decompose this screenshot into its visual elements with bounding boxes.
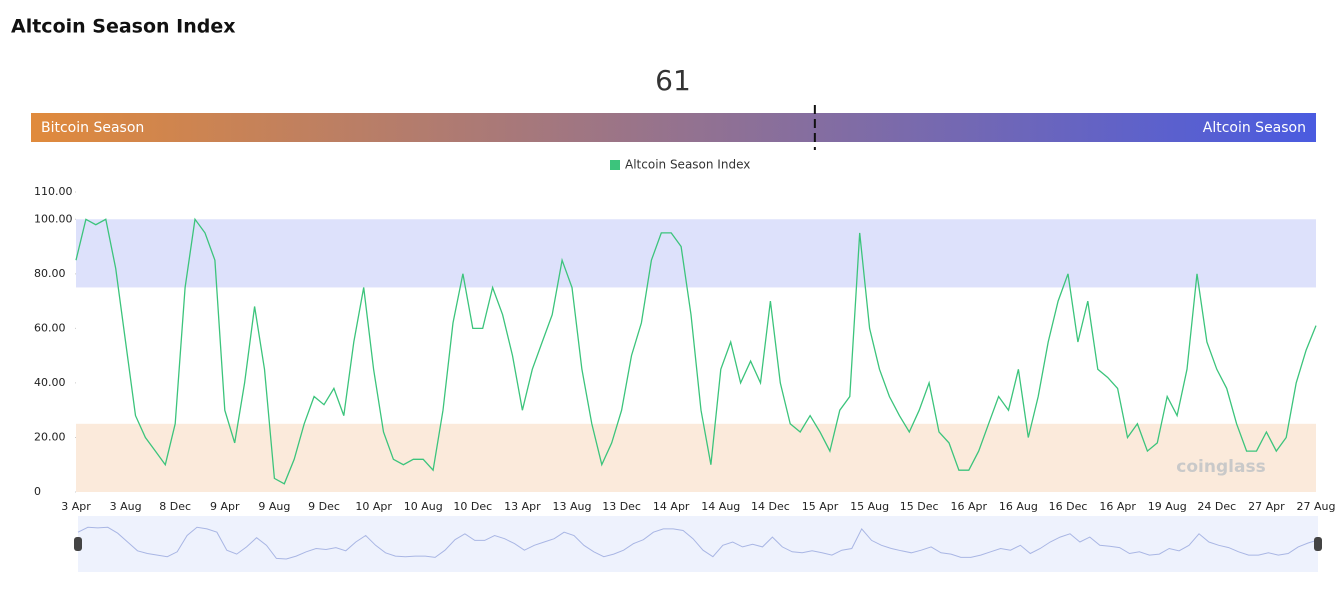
x-tick-label: 16 Dec bbox=[1049, 500, 1088, 513]
gauge-right-label: Altcoin Season bbox=[1203, 120, 1306, 136]
page-title: Altcoin Season Index bbox=[11, 16, 236, 38]
x-tick-label: 27 Apr bbox=[1248, 500, 1285, 513]
series-line bbox=[75, 217, 1317, 485]
y-tick-label: 0 bbox=[34, 485, 41, 498]
x-tick-label: 16 Apr bbox=[1099, 500, 1136, 513]
x-tick-label: 10 Dec bbox=[453, 500, 492, 513]
x-tick-label: 9 Dec bbox=[308, 500, 340, 513]
plot: 0 20.00 40.00 60.00 80.00 100.00 110.00 3 Apr 3 … bbox=[34, 105, 1335, 572]
x-tick-label: 15 Aug bbox=[850, 500, 889, 513]
watermark: coinglass bbox=[1176, 457, 1265, 477]
x-tick-label: 13 Dec bbox=[602, 500, 641, 513]
x-tick-label: 10 Apr bbox=[355, 500, 392, 513]
x-tick-label: 10 Aug bbox=[404, 500, 443, 513]
y-tick-label: 20.00 bbox=[34, 430, 66, 443]
x-tick-label: 24 Dec bbox=[1197, 500, 1236, 513]
x-tick-label: 14 Aug bbox=[701, 500, 740, 513]
gauge-value: 61 bbox=[655, 64, 691, 97]
x-tick-label: 13 Apr bbox=[504, 500, 541, 513]
y-tick-label: 60.00 bbox=[34, 321, 66, 334]
x-tick-label: 9 Aug bbox=[258, 500, 290, 513]
x-tick-label: 14 Apr bbox=[653, 500, 690, 513]
band bbox=[76, 219, 1316, 288]
navigator-line bbox=[77, 526, 1319, 560]
gauge-left-label: Bitcoin Season bbox=[41, 120, 144, 136]
x-tick-label: 14 Dec bbox=[751, 500, 790, 513]
x-tick-label: 8 Dec bbox=[159, 500, 191, 513]
x-tick-label: 3 Aug bbox=[110, 500, 142, 513]
gauge-bar bbox=[31, 113, 1316, 142]
y-tick-label: 80.00 bbox=[34, 267, 66, 280]
y-tick-label: 110.00 bbox=[34, 185, 73, 198]
navigator-handle[interactable] bbox=[74, 537, 82, 551]
x-tick-label: 13 Aug bbox=[553, 500, 592, 513]
x-tick-label: 9 Apr bbox=[210, 500, 240, 513]
band bbox=[76, 423, 1316, 492]
legend-swatch bbox=[610, 160, 620, 170]
y-tick-label: 100.00 bbox=[34, 212, 73, 225]
x-tick-label: 3 Apr bbox=[61, 500, 91, 513]
x-tick-label: 16 Aug bbox=[999, 500, 1038, 513]
x-tick-label: 15 Dec bbox=[900, 500, 939, 513]
legend-label: Altcoin Season Index bbox=[625, 158, 750, 172]
navigator-handle[interactable] bbox=[1314, 537, 1322, 551]
x-tick-label: 15 Apr bbox=[802, 500, 839, 513]
x-tick-label: 19 Aug bbox=[1148, 500, 1187, 513]
y-tick-label: 40.00 bbox=[34, 376, 66, 389]
x-tick-label: 27 Aug bbox=[1297, 500, 1336, 513]
x-tick-label: 16 Apr bbox=[951, 500, 988, 513]
